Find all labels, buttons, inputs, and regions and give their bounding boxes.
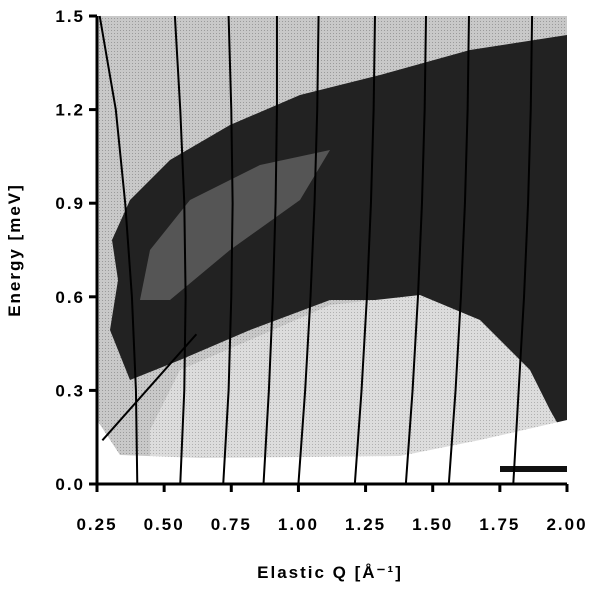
x-tick-label: 0.50: [144, 515, 185, 534]
y-tick-label: 1.5: [55, 7, 85, 26]
x-tick-label: 1.50: [412, 515, 453, 534]
y-tick-label: 0.0: [55, 475, 85, 494]
curve: [262, 16, 278, 485]
y-tick-label: 0.6: [55, 288, 85, 307]
x-tick-label: 1.00: [278, 515, 319, 534]
y-tick-label: 0.9: [55, 194, 85, 213]
curve: [101, 333, 198, 441]
curve: [353, 15, 376, 485]
curve: [404, 15, 427, 485]
intensity-map: [97, 16, 567, 484]
curve: [297, 15, 320, 485]
curve: [173, 15, 187, 485]
y-axis-label: Energy [meV]: [5, 183, 24, 317]
y-tick-label: 0.3: [55, 381, 85, 400]
x-axis-label: Elastic Q [Å⁻¹]: [257, 563, 403, 582]
x-tick-label: 0.25: [76, 515, 117, 534]
curve: [447, 15, 470, 485]
y-tick-label: 1.2: [55, 101, 85, 120]
x-tick-label: 0.75: [211, 515, 252, 534]
curve: [512, 15, 534, 485]
x-tick-label: 1.25: [345, 515, 386, 534]
x-tick-label: 1.75: [479, 515, 520, 534]
x-tick-label: 2.00: [546, 515, 587, 534]
curve: [222, 15, 234, 485]
curve: [98, 15, 139, 485]
